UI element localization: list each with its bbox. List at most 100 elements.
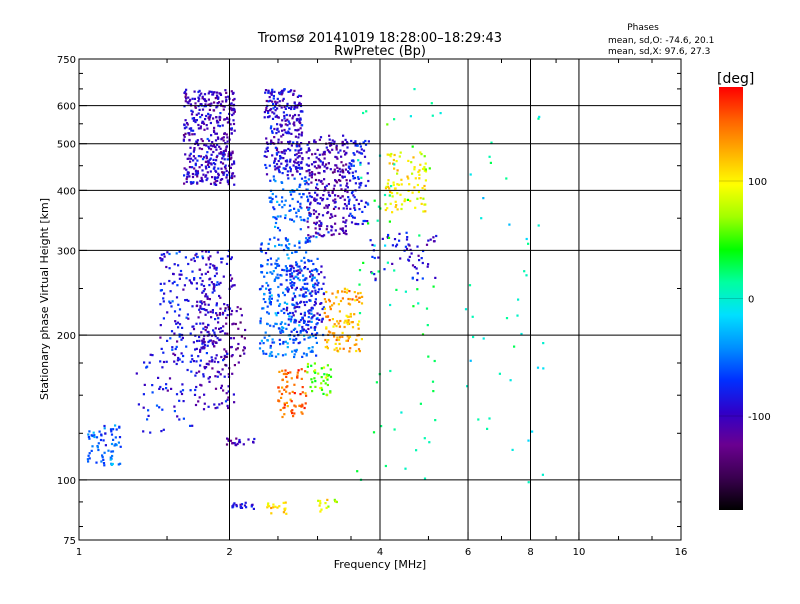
data-point xyxy=(195,360,198,363)
data-point xyxy=(277,257,280,260)
data-point xyxy=(416,197,419,200)
data-point xyxy=(309,275,312,278)
x-tick-label: 10 xyxy=(573,547,586,558)
data-point xyxy=(339,179,342,182)
data-point xyxy=(298,121,301,124)
data-point xyxy=(222,139,225,142)
data-point xyxy=(189,103,192,106)
data-point xyxy=(318,233,321,236)
data-point xyxy=(332,207,336,210)
data-point xyxy=(102,439,105,442)
data-point xyxy=(196,300,199,303)
data-point xyxy=(316,312,319,315)
data-point xyxy=(314,231,318,234)
data-point xyxy=(275,149,279,152)
data-point xyxy=(299,103,302,106)
data-point xyxy=(275,152,278,155)
data-point xyxy=(328,194,332,197)
data-point xyxy=(290,400,293,403)
data-point xyxy=(202,373,205,376)
data-point xyxy=(205,309,208,312)
data-point xyxy=(198,308,201,311)
data-point xyxy=(218,115,221,118)
data-point xyxy=(203,393,206,396)
data-point xyxy=(362,111,365,115)
data-point xyxy=(472,335,475,339)
data-point xyxy=(233,364,236,367)
data-point xyxy=(221,178,224,181)
data-point xyxy=(213,286,216,289)
data-point xyxy=(357,202,360,206)
data-point xyxy=(283,294,286,297)
data-point xyxy=(338,310,341,313)
data-point xyxy=(396,208,399,211)
data-point xyxy=(244,328,247,332)
data-point xyxy=(307,157,310,160)
data-point xyxy=(284,265,287,268)
data-point xyxy=(323,170,326,173)
data-point xyxy=(386,236,389,239)
data-point xyxy=(531,430,534,433)
data-point xyxy=(190,370,193,373)
data-point xyxy=(323,311,326,315)
data-point xyxy=(280,124,283,127)
data-point xyxy=(179,269,183,273)
data-point xyxy=(203,128,206,131)
data-point xyxy=(348,322,351,325)
data-point xyxy=(298,320,301,323)
data-point xyxy=(314,152,317,155)
data-point xyxy=(311,172,314,176)
data-point xyxy=(264,91,267,94)
data-point xyxy=(266,339,269,342)
data-point xyxy=(315,167,318,170)
data-point xyxy=(336,166,339,169)
data-point xyxy=(282,501,285,504)
data-point xyxy=(281,268,284,271)
data-point xyxy=(291,297,294,300)
data-point xyxy=(221,124,224,127)
data-point xyxy=(270,93,273,96)
data-point xyxy=(345,151,348,154)
data-point xyxy=(222,150,225,153)
data-point xyxy=(334,164,337,167)
data-point xyxy=(195,282,198,285)
data-point xyxy=(314,300,317,304)
data-point xyxy=(317,372,320,375)
data-point xyxy=(333,170,336,173)
data-point xyxy=(327,330,331,333)
y-tick-label: 200 xyxy=(57,331,76,342)
data-point xyxy=(145,366,148,369)
data-point xyxy=(505,177,508,180)
data-point xyxy=(295,305,298,308)
data-point xyxy=(308,312,311,315)
data-point xyxy=(306,220,309,223)
data-point xyxy=(373,273,376,276)
data-point xyxy=(208,339,211,342)
data-point xyxy=(204,118,207,121)
data-point xyxy=(400,411,403,414)
data-point xyxy=(177,264,180,267)
data-point xyxy=(339,227,342,230)
data-point xyxy=(279,408,282,412)
data-point xyxy=(336,157,339,160)
data-point xyxy=(239,503,242,506)
data-point xyxy=(338,232,341,235)
data-point xyxy=(298,185,301,188)
data-point xyxy=(290,377,293,380)
data-point xyxy=(205,366,208,369)
data-point xyxy=(216,176,219,179)
data-point xyxy=(319,502,322,505)
data-point xyxy=(318,504,321,507)
data-point xyxy=(215,159,218,162)
data-point xyxy=(229,439,233,442)
data-point xyxy=(434,276,437,279)
data-point xyxy=(270,506,273,510)
data-point xyxy=(358,269,362,272)
data-point xyxy=(304,277,307,280)
data-point xyxy=(292,292,295,295)
data-point xyxy=(320,388,324,391)
data-point xyxy=(542,367,545,370)
data-point xyxy=(299,117,302,120)
data-point xyxy=(258,347,262,350)
data-point xyxy=(294,153,297,157)
